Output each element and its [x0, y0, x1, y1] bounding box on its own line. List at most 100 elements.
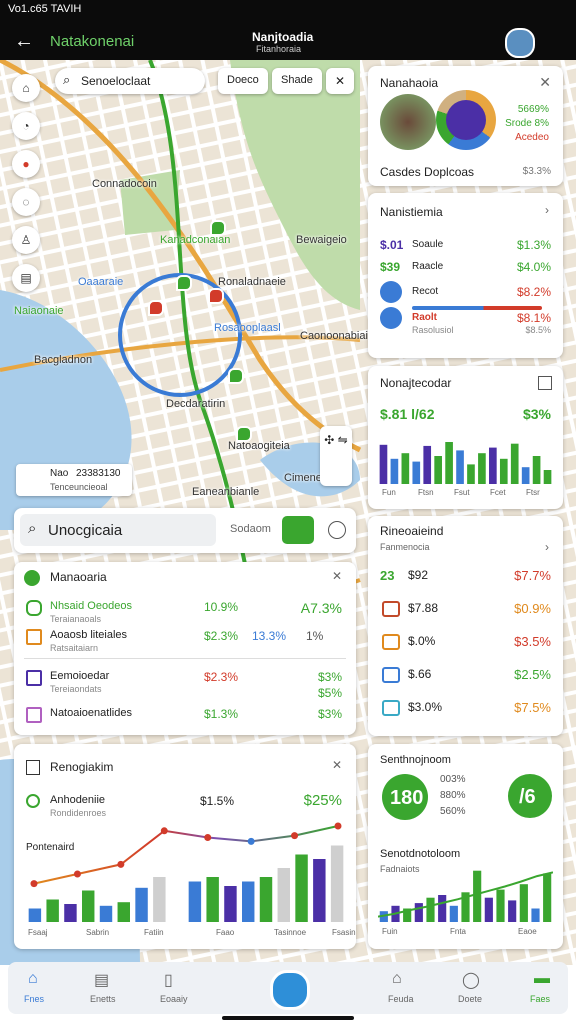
summary-card: Senthnojnoom 180 003% 880% 560% /6 Senotdnotol… — [368, 744, 563, 949]
nav-item[interactable]: Feuda — [388, 994, 414, 1004]
nav-item[interactable]: Eoaaiy — [160, 994, 188, 1004]
map-legend: Nao 23383130 Tenceuncieoal — [16, 464, 132, 496]
row-icon — [26, 670, 42, 686]
label: Anhodeniie — [50, 794, 106, 806]
bar — [445, 442, 453, 484]
bar — [543, 470, 552, 484]
label: Rineoaieind — [380, 524, 444, 538]
bar — [496, 889, 505, 922]
nav-icon: ◯ — [462, 972, 480, 989]
x-tick-label: Ftsn — [418, 488, 434, 497]
badge: /6 — [508, 774, 552, 818]
nav-item[interactable]: Enetts — [90, 994, 116, 1004]
zoom-control[interactable]: ✣ ⇋ — [320, 426, 352, 486]
top-bar: Vo1.c65 TAVIH ← Natakonenai Nanjtoadia F… — [0, 0, 576, 60]
bottom-nav: ⌂ Fnes ▤ Enetts ▯ Eoaaiy ⌂ Feuda ◯ Doete ▬ Faes — [8, 962, 568, 1014]
bar — [414, 903, 423, 922]
label: $3.3% — [522, 166, 551, 177]
rec-card: Rineoaieind Fanmenocia › 23 $92 $7.7% $7.88 $0.… — [368, 516, 563, 736]
map-label: Decdaratirin — [166, 398, 226, 410]
label: Fadnaiots — [380, 864, 420, 874]
label: Casdes Doplcoas — [380, 165, 475, 179]
bar — [313, 859, 326, 922]
label: Doeco — [227, 74, 259, 86]
row-icon — [382, 667, 400, 683]
bar — [206, 877, 219, 922]
map-tool[interactable]: ● — [12, 150, 40, 178]
badge: 180 — [382, 774, 428, 820]
search-input[interactable]: ⌕ Unocgicaia — [20, 514, 216, 546]
point — [117, 860, 125, 868]
back-button[interactable]: ← — [14, 30, 34, 52]
x-tick-label: Sabrin — [86, 928, 110, 937]
x-tick-label: Fuin — [382, 927, 398, 936]
map-label: Naiaonaie — [14, 305, 64, 317]
map-pin[interactable] — [210, 220, 226, 236]
map-pin[interactable] — [228, 368, 244, 384]
point — [160, 827, 168, 835]
map-tool[interactable]: ◔ — [12, 112, 40, 140]
label: Raacle — [412, 261, 444, 272]
search-button: Sodaom — [230, 523, 271, 535]
bar — [28, 908, 42, 922]
center-button[interactable] — [270, 970, 310, 1010]
menu-icon — [538, 376, 552, 390]
map-label: Oaaaraie — [78, 276, 124, 288]
row-icon — [26, 707, 42, 723]
map-tool[interactable]: ▤ — [12, 264, 40, 292]
x-tick-label: Faao — [216, 928, 235, 937]
row-icon — [382, 601, 400, 617]
label: Nanahaoia — [380, 76, 439, 90]
label: $.0% — [408, 634, 436, 648]
avatar[interactable] — [505, 28, 535, 58]
map-pin[interactable] — [236, 426, 252, 442]
nav-item[interactable]: Doete — [458, 994, 483, 1004]
nav-item[interactable]: Fnes — [24, 994, 45, 1004]
label: $.01 — [380, 238, 404, 252]
label: $39 — [380, 260, 401, 274]
pie-center — [446, 100, 486, 140]
map-button[interactable]: Doeco — [218, 68, 268, 94]
label: Ratsaitaiarn — [50, 643, 99, 653]
map-tool[interactable]: ♙ — [12, 226, 40, 254]
bar — [403, 908, 412, 922]
bar — [499, 458, 508, 484]
row-icon — [382, 700, 400, 716]
map-pin[interactable] — [148, 300, 164, 316]
label: Tereiaondats — [50, 684, 102, 694]
label: 23383130 — [76, 468, 121, 479]
label: $2.5% — [514, 667, 551, 682]
row-icon — [382, 634, 400, 650]
map-label: Connadocoin — [92, 178, 157, 190]
chart — [378, 870, 553, 922]
label: 560% — [440, 806, 466, 817]
row-icon — [26, 629, 42, 645]
map-tool[interactable]: ◌ — [12, 188, 40, 216]
nav-icon: ⌂ — [28, 970, 38, 987]
label: 180 — [390, 787, 424, 809]
go-button[interactable] — [282, 516, 314, 544]
point — [30, 880, 38, 888]
map-button[interactable]: Shade — [272, 68, 322, 94]
label: $.81 l/62 — [380, 406, 435, 422]
nav-icon: ▬ — [534, 970, 550, 987]
x-tick-label: Fnta — [450, 927, 467, 936]
label: Soaule — [412, 239, 444, 250]
bar — [531, 908, 540, 922]
map-label: Ronaladnaeie — [218, 276, 286, 288]
settings-button[interactable] — [328, 521, 346, 539]
close: ✕ — [331, 758, 342, 772]
label: Nao — [50, 468, 69, 479]
chart — [28, 822, 344, 922]
map-search[interactable]: Senoeloclaat ⌕ — [55, 68, 205, 94]
label: $8.2% — [516, 285, 551, 299]
close-button[interactable]: ✕ — [326, 68, 354, 94]
nav-item[interactable]: Faes — [530, 994, 551, 1004]
label: Recot — [412, 286, 439, 297]
map-pin[interactable] — [208, 288, 224, 304]
label: Tenceuncieoal — [50, 482, 108, 492]
bar — [277, 868, 290, 922]
label: 13.3% — [252, 629, 287, 643]
map-pin[interactable] — [176, 275, 192, 291]
map-tool[interactable]: ⌂ — [12, 74, 40, 102]
